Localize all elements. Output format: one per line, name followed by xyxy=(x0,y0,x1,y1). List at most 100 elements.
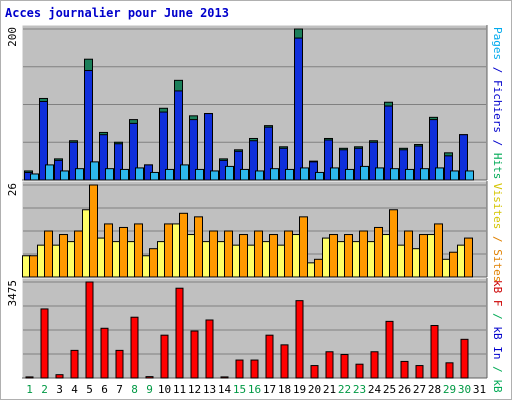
bar xyxy=(75,168,84,181)
bar xyxy=(129,122,138,181)
bar xyxy=(420,168,429,181)
bar xyxy=(175,287,184,379)
bar xyxy=(465,170,474,181)
x-tick-label: 30 xyxy=(458,383,471,396)
bar xyxy=(99,134,108,181)
series-fichiers xyxy=(24,37,468,181)
bar xyxy=(179,212,188,278)
bar xyxy=(164,223,173,278)
bar xyxy=(209,230,218,278)
bar xyxy=(205,319,214,379)
bar xyxy=(115,349,124,379)
panel-bottom: 3475 kB F / kB In / kB Out xyxy=(6,277,504,400)
bar xyxy=(434,223,443,278)
legend-entry: kB Out xyxy=(491,379,504,400)
bar xyxy=(315,171,324,181)
bar xyxy=(355,363,364,379)
bar xyxy=(435,167,444,181)
bar xyxy=(445,362,454,379)
bar xyxy=(250,359,259,379)
bar xyxy=(359,230,368,278)
bar xyxy=(360,165,369,181)
bar xyxy=(265,334,274,379)
bar xyxy=(174,90,183,181)
bar xyxy=(234,150,243,181)
x-tick-label: 28 xyxy=(428,383,441,396)
bar xyxy=(309,161,318,181)
x-tick-label: 2 xyxy=(41,383,48,396)
bar xyxy=(375,167,384,181)
bar xyxy=(190,330,199,379)
bar xyxy=(450,170,459,181)
legend-entry: / xyxy=(491,229,504,249)
bar xyxy=(119,226,128,278)
bar xyxy=(385,320,394,379)
x-axis-day-labels: 1 2 3 4 5 6 7 8 9 10 11 12 13 14 15 16 17 18 19 20 21 22 23 24 2… xyxy=(26,383,486,396)
x-tick-label: 4 xyxy=(71,383,78,396)
bar xyxy=(69,141,78,181)
bar xyxy=(300,167,309,181)
bar xyxy=(269,234,278,278)
bar xyxy=(220,376,229,379)
bar xyxy=(235,359,244,379)
bar xyxy=(55,374,64,379)
bar xyxy=(134,223,143,278)
bar xyxy=(29,255,38,278)
bar xyxy=(404,230,413,278)
bar xyxy=(464,237,473,278)
bar xyxy=(54,159,63,181)
x-tick-label: 11 xyxy=(173,383,186,396)
bar xyxy=(70,349,79,379)
bar xyxy=(120,168,129,181)
bar xyxy=(104,223,113,278)
panel-max-label: 26 xyxy=(6,183,19,196)
bar xyxy=(90,161,99,181)
bar xyxy=(165,168,174,181)
bar xyxy=(195,168,204,181)
x-tick-label: 27 xyxy=(413,383,426,396)
x-tick-label: 10 xyxy=(158,383,171,396)
bar xyxy=(390,168,399,181)
legend-entry: Hits xyxy=(491,153,504,180)
bar xyxy=(400,360,409,379)
series-kb-f xyxy=(25,281,469,379)
x-tick-label: 23 xyxy=(353,383,366,396)
bar xyxy=(210,170,219,181)
bar xyxy=(255,170,264,181)
x-tick-label: 12 xyxy=(188,383,201,396)
x-tick-label: 18 xyxy=(278,383,291,396)
bar xyxy=(370,351,379,379)
bar xyxy=(44,230,53,278)
legend-entry: Sites xyxy=(491,249,504,282)
bar xyxy=(135,167,144,181)
x-tick-label: 8 xyxy=(131,383,138,396)
x-tick-label: 7 xyxy=(116,383,123,396)
bar xyxy=(374,226,383,278)
legend-entry: / xyxy=(491,307,504,327)
x-tick-label: 9 xyxy=(146,383,153,396)
bar xyxy=(264,126,273,181)
bar xyxy=(30,173,39,181)
bar xyxy=(45,164,54,181)
bar xyxy=(444,155,453,181)
bar xyxy=(279,147,288,181)
x-tick-label: 15 xyxy=(233,383,246,396)
x-tick-label: 25 xyxy=(383,383,396,396)
bar xyxy=(39,100,48,181)
bar xyxy=(249,140,258,181)
bar xyxy=(340,354,349,379)
bar xyxy=(145,376,154,379)
bar xyxy=(285,168,294,181)
bar xyxy=(414,145,423,181)
x-tick-label: 1 xyxy=(26,383,33,396)
x-tick-label: 24 xyxy=(368,383,382,396)
panel-middle: 26 Visites / Sites xyxy=(6,180,504,282)
bar xyxy=(280,344,289,379)
bar xyxy=(270,168,279,181)
bar xyxy=(60,170,69,181)
x-tick-label: 20 xyxy=(308,383,321,396)
bar xyxy=(339,149,348,181)
bar xyxy=(189,119,198,181)
